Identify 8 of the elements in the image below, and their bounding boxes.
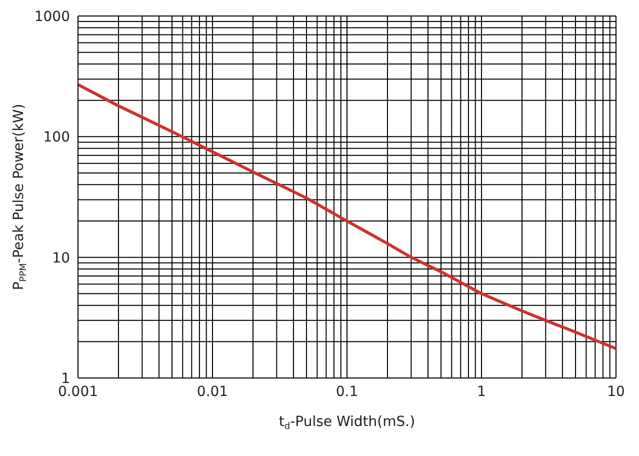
x-tick-label: 0.1 [336,384,358,400]
x-axis-title: t$_{d}$-Pulse Width(mS.) [278,414,416,432]
x-tick-label: 1 [477,384,486,400]
x-tick-label: 10 [607,384,625,400]
y-tick-label: 100 [43,130,70,146]
y-tick-label: 10 [52,250,70,266]
y-tick-label: 1000 [34,8,70,25]
x-tick-label: 0.01 [196,384,228,400]
